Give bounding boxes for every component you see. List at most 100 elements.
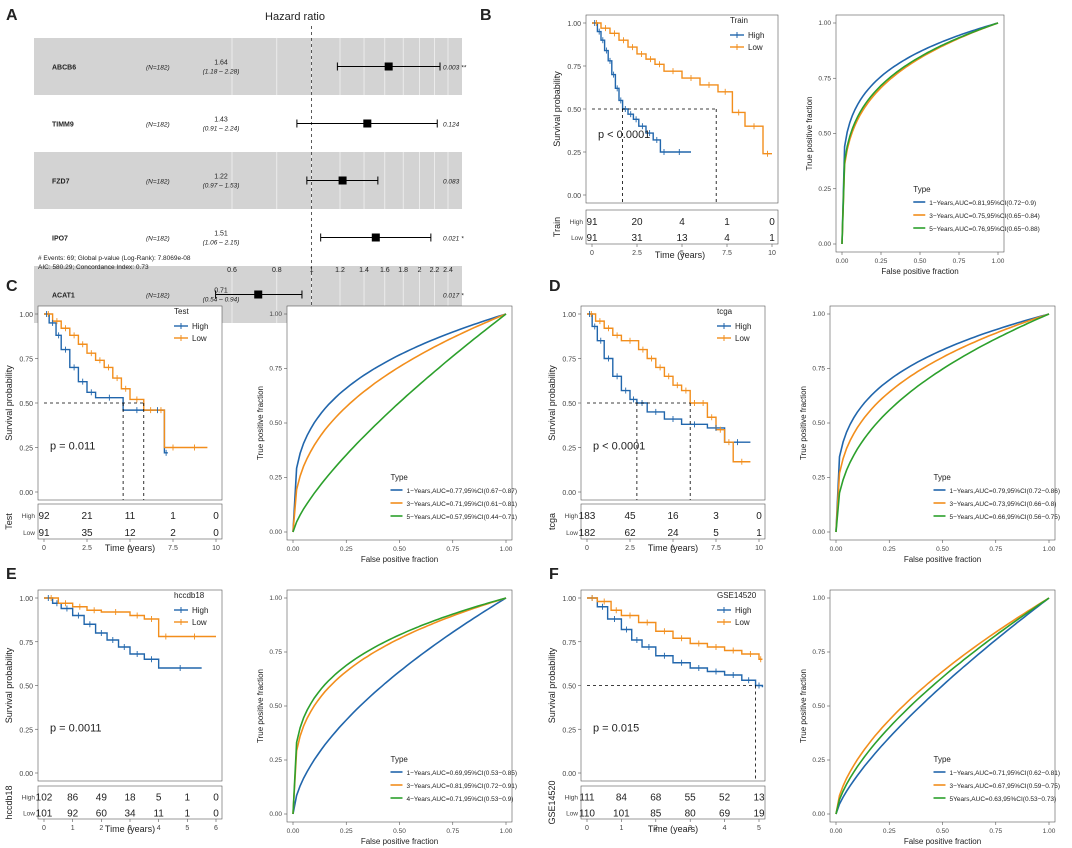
forest-n-label: (N=182) (146, 179, 170, 186)
risk-low-count: 91 (38, 528, 50, 539)
risk-row-low-label: Low (566, 530, 578, 537)
roc-legend-label: 5−Years,AUC=0.76,95%CI(0.65−0.88) (929, 226, 1040, 233)
forest-footnote: AIC: 580.29; Concordance Index: 0.73 (38, 264, 149, 271)
roc-legend-label: 4−Years,AUC=0.71,95%CI(0.53−0.9) (407, 796, 514, 803)
km-curve-high (587, 597, 764, 688)
roc-xtick-label: 0.25 (883, 828, 896, 835)
risk-high-count: 18 (124, 793, 136, 804)
forest-p-label: 0.124 (443, 122, 460, 129)
km-ytick-label: 0.25 (567, 150, 581, 157)
forest-p-label: 0.021 * (443, 236, 464, 243)
roc-legend-label: 1−Years,AUC=0.71,95%CI(0.62−0.81) (950, 770, 1061, 777)
roc-legend-title: Type (913, 185, 931, 194)
risk-low-count: 101 (613, 808, 630, 819)
risk-high-count: 45 (624, 511, 636, 522)
forest-ci-label: (1.18 – 2.28) (203, 69, 240, 76)
risk-high-count: 92 (38, 511, 50, 522)
risk-xtick-label: 0 (42, 545, 46, 552)
roc-legend-title: Type (391, 755, 409, 764)
roc-legend-label: 3−Years,AUC=0.75,95%CI(0.65−0.84) (929, 213, 1040, 220)
roc-ylabel: True positive fraction (256, 669, 265, 743)
risk-xtick-label: 5 (185, 825, 189, 832)
roc-xtick-label: 0.25 (875, 258, 888, 265)
roc-xtick-label: 0.25 (340, 546, 353, 553)
km-ytick-label: 1.00 (562, 312, 576, 319)
risk-high-count: 68 (650, 793, 662, 804)
roc-curve-3 (292, 597, 507, 815)
roc-ytick-label: 0.25 (269, 475, 282, 482)
roc-xtick-label: 0.50 (393, 828, 406, 835)
km-legend-low: Low (192, 334, 207, 343)
risk-low-count: 13 (676, 233, 688, 244)
roc-xtick-label: 0.00 (830, 828, 843, 835)
forest-n-label: (N=182) (146, 293, 170, 300)
roc-xtick-label: 0.25 (883, 546, 896, 553)
km-ytick-label: 1.00 (19, 596, 33, 603)
km-ylabel: Survival probability (547, 365, 557, 441)
panel-letter-a: A (6, 7, 18, 24)
risk-low-count: 91 (586, 233, 598, 244)
panel-letter-e: E (6, 566, 17, 583)
roc-ytick-label: 0.50 (818, 131, 831, 138)
risk-low-count: 0 (213, 808, 219, 819)
forest-point (363, 119, 372, 128)
roc-legend-title: Type (934, 473, 952, 482)
risk-low-count: 182 (579, 528, 596, 539)
roc-xlabel: False positive fraction (361, 555, 438, 564)
risk-low-count: 1 (769, 233, 775, 244)
roc-ylabel: True positive fraction (256, 386, 265, 460)
roc-xtick-label: 1.00 (1043, 546, 1056, 553)
risk-xtick-label: 5 (757, 825, 761, 832)
roc-curve-1 (841, 22, 999, 245)
roc-xtick-label: 0.75 (989, 828, 1002, 835)
risk-low-count: 19 (753, 808, 765, 819)
risk-high-count: 55 (685, 793, 697, 804)
km-legend-high: High (735, 322, 751, 331)
roc-ytick-label: 1.00 (818, 20, 831, 27)
forest-hr-label: 1.64 (214, 60, 228, 67)
roc-legend-label: 1−Years,AUC=0.69,95%CI(0.53−0.85) (407, 770, 518, 777)
roc-ytick-label: 0.75 (812, 366, 825, 373)
km-curve-low (44, 597, 216, 638)
risk-low-count: 69 (719, 808, 731, 819)
roc-ytick-label: 0.25 (812, 475, 825, 482)
km-legend-title: hccdb18 (174, 591, 205, 600)
risk-row-low-label: Low (23, 810, 35, 817)
km-ytick-label: 0.50 (19, 684, 33, 691)
risk-row-low-label: Low (23, 530, 35, 537)
risk-table-frame (580, 785, 766, 820)
km-pvalue: p < 0.0001 (593, 441, 645, 453)
roc-curve-2 (292, 597, 507, 815)
risk-xtick-label: 0 (42, 825, 46, 832)
risk-high-count: 21 (81, 511, 93, 522)
km-legend-title: GSE14520 (717, 591, 757, 600)
km-pvalue: p < 0.0001 (598, 129, 650, 141)
risk-high-count: 52 (719, 793, 731, 804)
roc-xtick-label: 1.00 (500, 546, 513, 553)
forest-gene-label: FZD7 (52, 179, 70, 186)
roc-xtick-label: 0.50 (914, 258, 927, 265)
risk-xtick-label: 1 (619, 825, 623, 832)
km-ytick-label: 0.50 (562, 684, 576, 691)
roc-legend-label: 1−Years,AUC=0.77,95%CI(0.67−0.87) (407, 488, 518, 495)
risk-high-count: 49 (96, 793, 108, 804)
risk-high-count: 183 (579, 511, 596, 522)
risk-table-frame (585, 209, 779, 245)
km-xlabel: Time (years) (105, 543, 155, 553)
forest-tick-label: 0.6 (227, 267, 237, 274)
km-ylabel: Survival probability (552, 71, 562, 147)
roc-legend-label: 3−Years,AUC=0.81,95%CI(0.72−0.91) (407, 783, 518, 790)
km-legend-title: tcga (717, 307, 733, 316)
km-ytick-label: 1.00 (19, 312, 33, 319)
risk-xtick-label: 4 (157, 825, 161, 832)
roc-ytick-label: 0.25 (269, 757, 282, 764)
roc-legend-label: 5−Years,AUC=0.57,95%CI(0.44−0.71) (407, 514, 518, 521)
km-ytick-label: 1.00 (567, 21, 581, 28)
km-legend-title: Train (730, 16, 748, 25)
forest-tick-label: 1.6 (380, 267, 390, 274)
forest-hr-label: 1.43 (214, 117, 228, 124)
roc-ytick-label: 1.00 (269, 311, 282, 318)
roc-xtick-label: 0.00 (836, 258, 849, 265)
risk-xtick-label: 2 (654, 825, 658, 832)
